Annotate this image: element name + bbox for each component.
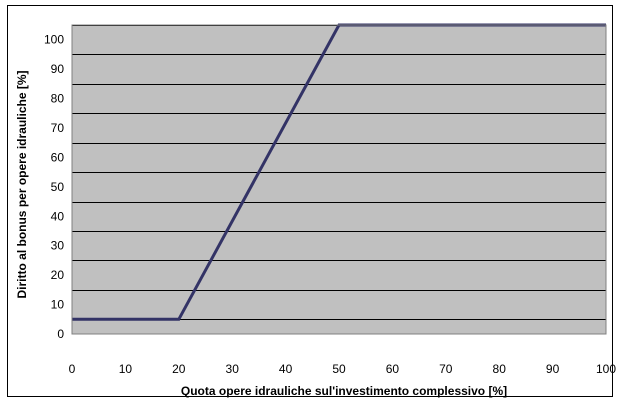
plot-area	[72, 25, 606, 334]
x-tick-labels: 0 10 20 30 40 50 60 70 80 90 100	[69, 362, 617, 376]
y-tick-label: 40	[51, 209, 65, 223]
y-tick-label: 10	[51, 298, 65, 312]
y-tick-label: 50	[51, 180, 65, 194]
x-tick-label: 0	[69, 362, 76, 376]
x-tick-label: 60	[386, 362, 400, 376]
x-tick-label: 80	[493, 362, 507, 376]
plot-border	[71, 24, 607, 335]
x-axis-title: Quota opere idrauliche sul'investimento …	[181, 384, 507, 398]
x-tick-label: 90	[546, 362, 560, 376]
x-tick-label: 100	[596, 362, 616, 376]
x-tick-label: 10	[119, 362, 133, 376]
y-tick-label: 60	[51, 150, 65, 164]
y-tick-label: 20	[51, 268, 65, 282]
x-tick-label: 50	[332, 362, 346, 376]
y-tick-labels: 0 10 20 30 40 50 60 70 80 90 100	[44, 33, 64, 341]
x-tick-label: 40	[279, 362, 293, 376]
y-tick-label: 30	[51, 239, 65, 253]
x-tick-label: 30	[226, 362, 240, 376]
y-tick-label: 90	[51, 62, 65, 76]
y-axis-title: Diritto al bonus per opere idrauliche [%…	[15, 70, 29, 298]
y-tick-label: 0	[57, 327, 64, 341]
x-tick-label: 20	[172, 362, 186, 376]
y-tick-label: 100	[44, 33, 64, 47]
x-tick-label: 70	[439, 362, 453, 376]
y-tick-label: 80	[51, 92, 65, 106]
y-tick-label: 70	[51, 121, 65, 135]
